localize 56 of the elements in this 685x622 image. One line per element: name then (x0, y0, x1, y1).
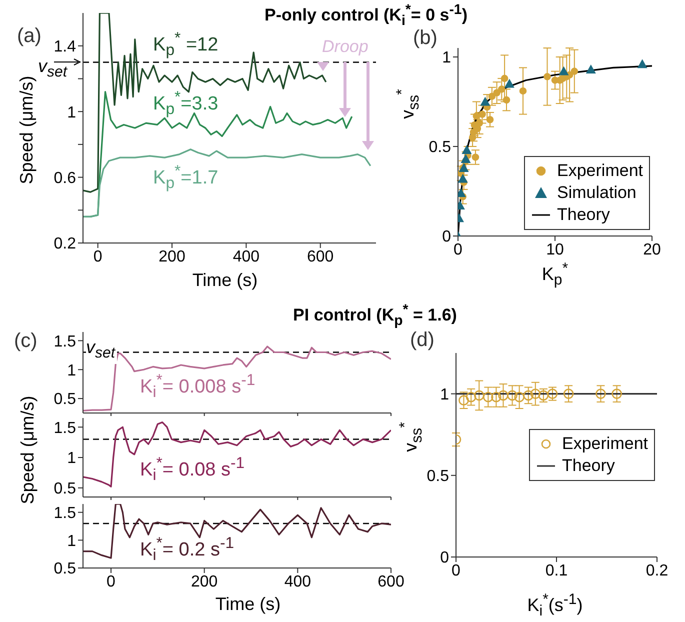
y-tick-label: 0 (440, 550, 450, 567)
x-tick-label: 20 (643, 241, 661, 258)
series-label: K$_{p}$$^{*}$=3.3 (153, 89, 218, 120)
y-tick-label: 0.5 (426, 468, 450, 486)
ref-line-label: v$_{set}$ (38, 56, 70, 83)
text: (b) (413, 27, 438, 50)
x-axis-title: K$_{i}$$^{*}$(s$^{-1}$) (527, 591, 583, 620)
y-tick-label: 1.4 (54, 38, 76, 56)
series-label: K$_{p}$$^{*}$=1.7 (153, 163, 218, 194)
series-label: K$_{i}$$^{*}$= 0.008 s$^{-1}$ (140, 372, 256, 402)
annotation: Droop (322, 37, 368, 57)
legend-label: Theory (557, 204, 610, 226)
legend-label: Experiment (557, 160, 643, 182)
text: (d) (410, 329, 434, 352)
y-tick-label: 1 (67, 450, 76, 468)
text: (a) (17, 25, 42, 48)
chart-title: P-only control (K$_{i}$$^{*}$= 0 s$^{-1}$) (264, 2, 468, 30)
x-tick-label: 0.2 (646, 562, 668, 580)
y-axis-title: Speed (μm/s) (18, 396, 38, 504)
series-label: K$_{p}$$^{*}$ =12 (153, 30, 218, 60)
x-tick-label: 0 (454, 241, 463, 258)
x-tick-label: 0 (106, 573, 116, 590)
y-tick-label: 0 (442, 228, 452, 246)
y-tick-label: 1 (440, 386, 450, 404)
text: (c) (14, 330, 38, 353)
x-tick-label: 200 (190, 573, 218, 590)
y-tick-label: 1.5 (54, 420, 76, 437)
x-tick-label: 200 (158, 248, 186, 266)
x-tick-label: 0 (93, 248, 102, 266)
y-tick-label: 1 (67, 532, 76, 550)
x-axis-title: Time (s) (215, 594, 281, 615)
series-label: K$_{i}$$^{*}$= 0.2 s$^{-1}$ (140, 535, 234, 566)
x-tick-label: 400 (232, 248, 260, 266)
y-tick-label: 0.5 (54, 391, 76, 408)
ref-line-label: v$_{set}$ (86, 337, 118, 364)
x-tick-label: 0.1 (545, 562, 568, 580)
y-tick-label: 1.5 (54, 333, 76, 350)
legend-label: Simulation (557, 182, 636, 204)
x-tick-label: 10 (546, 241, 564, 258)
y-tick-label: 1.5 (54, 505, 76, 522)
x-tick-label: 400 (284, 573, 312, 590)
series-label: K$_{i}$$^{*}$= 0.08 s$^{-1}$ (140, 455, 245, 486)
y-tick-label: 0.6 (54, 170, 76, 187)
chart-title: PI control (K$_{p}$$^{*}$ = 1.6) (293, 302, 457, 330)
y-tick-label: 1 (67, 362, 76, 380)
legend-label: Experiment (562, 433, 648, 455)
y-tick-label: 1 (442, 50, 452, 67)
y-axis-title: Speed (μm/s) (16, 76, 38, 184)
y-tick-label: 0.5 (428, 139, 452, 156)
legend-label: Theory (562, 455, 615, 477)
y-tick-label: 0.5 (54, 560, 76, 578)
x-tick-label: 600 (378, 573, 404, 590)
x-tick-label: 600 (307, 248, 334, 266)
y-tick-label: 1 (67, 104, 76, 122)
x-axis-title: Time (s) (192, 270, 258, 291)
y-tick-label: 0.5 (54, 480, 76, 498)
